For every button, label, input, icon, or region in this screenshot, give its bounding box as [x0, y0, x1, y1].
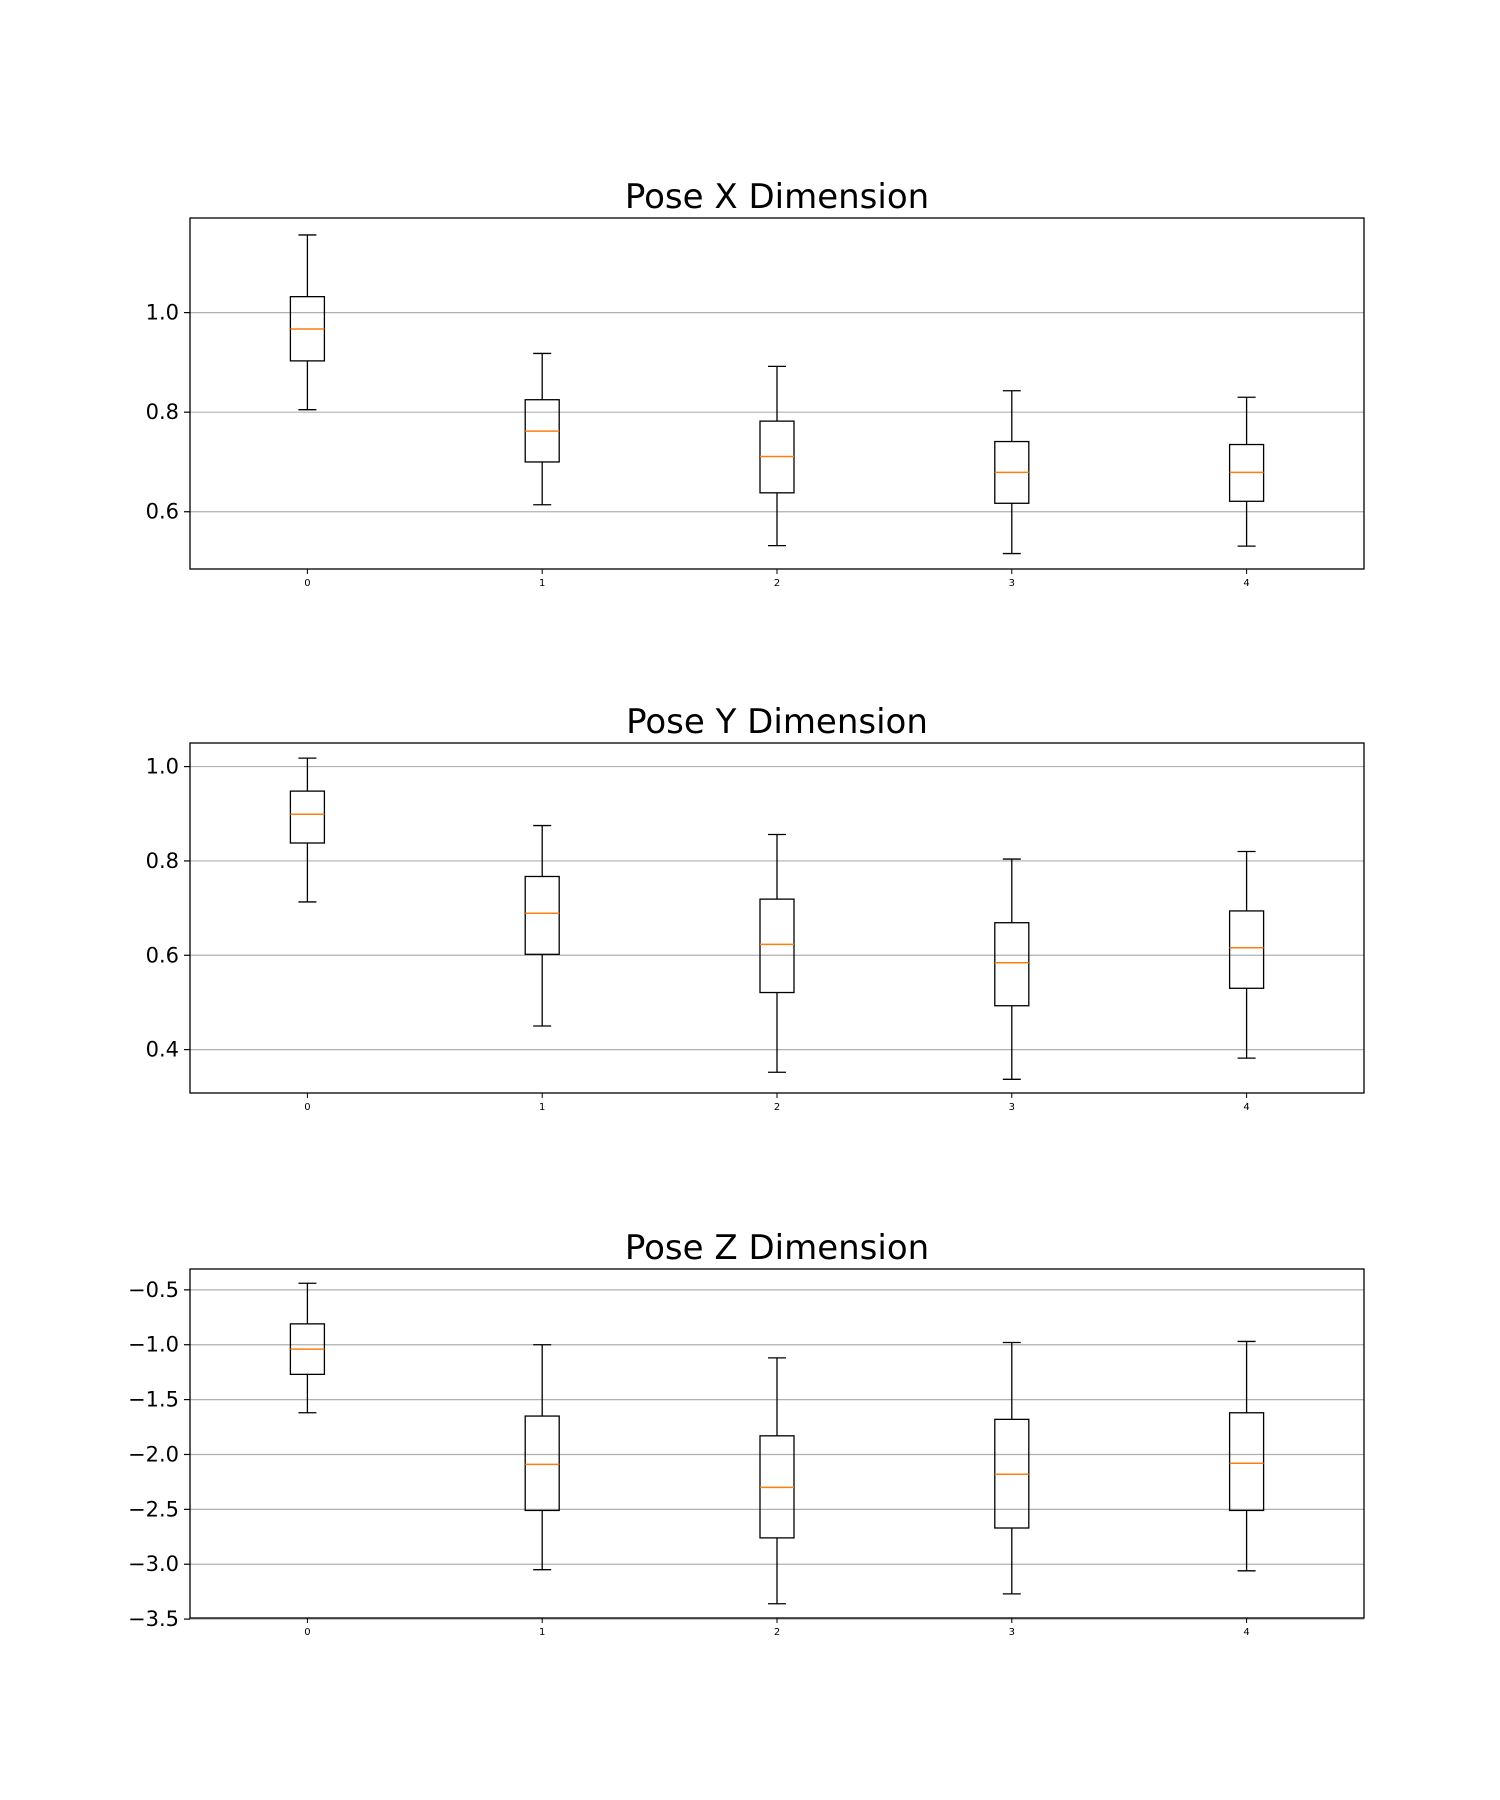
chart-title: Pose X Dimension	[625, 177, 929, 217]
xtick-label: 3	[1009, 1102, 1015, 1113]
chart-panel-1: Pose Y Dimension 0.4 0.6 0.8 1.0 0 1 2 3 4	[146, 702, 1365, 1113]
box-body	[524, 1415, 560, 1512]
box-1	[524, 1344, 560, 1571]
ytick-label: −3.0	[128, 1552, 179, 1576]
xtick-label: 0	[304, 578, 310, 589]
box-3	[994, 390, 1030, 555]
axes-frame	[189, 742, 1365, 1094]
ytick-label: 0.6	[146, 500, 179, 524]
xtick-label: 1	[539, 1102, 545, 1113]
box-body	[994, 922, 1030, 1007]
xtick-label: 3	[1009, 578, 1015, 589]
ytick-label: 0.8	[146, 400, 179, 424]
ytick-label: 0.6	[146, 943, 179, 967]
xtick-label: 1	[539, 1627, 545, 1638]
box-4	[1228, 396, 1265, 547]
box-2	[759, 1357, 795, 1605]
ytick-label: −2.0	[128, 1442, 179, 1466]
axes-frame	[189, 1268, 1365, 1619]
ytick-label: −0.5	[128, 1278, 179, 1302]
xtick-label: 2	[774, 1102, 780, 1113]
ytick-label: −1.5	[128, 1388, 179, 1412]
box-body	[759, 898, 795, 994]
chart-title: Pose Y Dimension	[626, 702, 928, 742]
box-0	[289, 234, 326, 411]
box-1	[524, 824, 560, 1027]
box-4	[1228, 850, 1265, 1059]
box-body	[524, 875, 560, 955]
xtick-label: 2	[774, 578, 780, 589]
xtick-label: 2	[774, 1627, 780, 1638]
xtick-label: 0	[304, 1102, 310, 1113]
ytick-label: −2.5	[128, 1497, 179, 1521]
ytick-label: 1.0	[146, 301, 179, 325]
xtick-label: 4	[1243, 578, 1249, 589]
ytick-label: −1.0	[128, 1333, 179, 1357]
chart-panel-2: Pose Z Dimension −3.5 −3.0 −2.5 −2.0 −1.5 −1.0…	[128, 1228, 1365, 1638]
ytick-label: 0.8	[146, 849, 179, 873]
box-0	[289, 1282, 326, 1414]
box-body	[1228, 910, 1265, 989]
axes-frame	[189, 217, 1365, 570]
xtick-label: 1	[539, 578, 545, 589]
chart-title: Pose Z Dimension	[625, 1228, 929, 1268]
chart-panel-0: Pose X Dimension 0.6 0.8 1.0 0 1 2 3 4	[146, 177, 1365, 589]
xtick-label: 0	[304, 1627, 310, 1638]
box-1	[524, 352, 560, 506]
ytick-label: 0.4	[146, 1038, 179, 1062]
box-3	[994, 858, 1030, 1080]
box-body	[1228, 1412, 1265, 1512]
ytick-label: 1.0	[146, 755, 179, 779]
xtick-label: 4	[1243, 1102, 1249, 1113]
box-4	[1228, 1340, 1265, 1572]
box-3	[994, 1341, 1030, 1595]
box-2	[759, 833, 795, 1073]
box-body	[289, 790, 326, 844]
xtick-label: 3	[1009, 1627, 1015, 1638]
xtick-label: 4	[1243, 1627, 1249, 1638]
ytick-label: −3.5	[128, 1607, 179, 1631]
box-2	[759, 365, 795, 547]
box-0	[289, 757, 326, 903]
